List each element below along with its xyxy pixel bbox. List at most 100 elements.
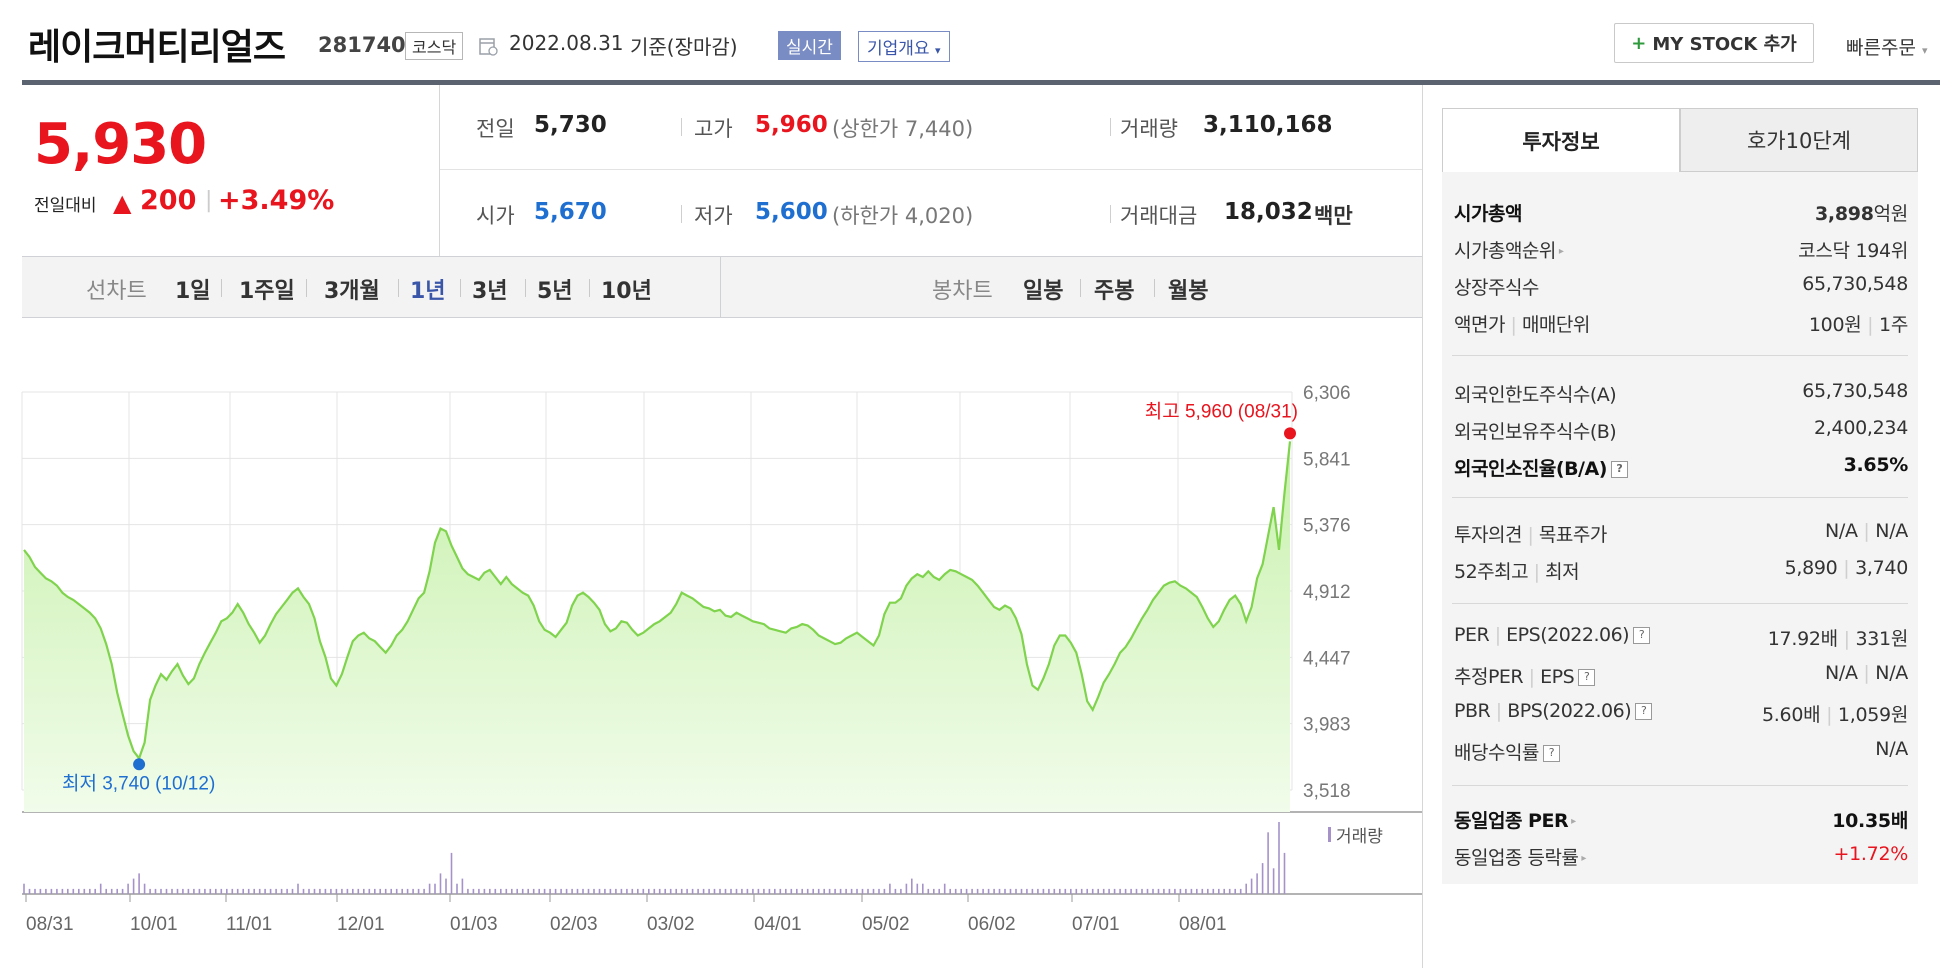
volume-bar — [817, 888, 820, 894]
x-tick-label: 01/03 — [450, 914, 498, 935]
volume-bar — [987, 888, 990, 894]
volume-bar — [269, 888, 272, 894]
company-overview-dropdown[interactable]: 기업개요 ▾ — [858, 31, 950, 62]
volume-bar — [165, 888, 168, 894]
tab-5y[interactable]: 5년 — [537, 279, 573, 304]
volume-bar — [204, 888, 206, 894]
chevron-right-icon: ▸ — [1581, 853, 1586, 864]
industry-per-value: 10.35배 — [1832, 810, 1908, 832]
volume-bar — [954, 888, 957, 894]
volume-bar — [494, 888, 497, 894]
opinion-target-value: N/A | N/A — [1824, 520, 1908, 542]
volume-bar — [752, 888, 754, 894]
volume-bar — [565, 888, 568, 894]
price-date: 2022.08.31 — [509, 31, 624, 55]
per-eps-label: PER | EPS(2022.06)? — [1454, 624, 1651, 646]
tab-10y[interactable]: 10년 — [601, 279, 652, 304]
volume-bar — [335, 888, 338, 894]
y-tick-label: 4,912 — [1303, 582, 1351, 603]
week52-value: 5,890 | 3,740 — [1784, 557, 1909, 579]
up-arrow-icon: ▲ — [113, 189, 132, 217]
week52-low-label: 최저 — [1545, 561, 1580, 583]
tab-1y[interactable]: 1년 — [410, 279, 446, 304]
volume-bar — [56, 888, 58, 894]
chevron-right-icon: ▸ — [1558, 246, 1564, 257]
volume-bar — [872, 888, 875, 894]
foreign-rate-label-row: 외국인소진율(B/A)? — [1454, 454, 1628, 481]
volume-bar — [67, 888, 69, 894]
tab-investment-info[interactable]: 투자정보 — [1442, 108, 1680, 172]
volume-bar — [576, 888, 579, 894]
volume-bar — [1223, 888, 1225, 894]
divider — [398, 279, 399, 297]
volume-bar — [521, 888, 524, 894]
market-cap-rank-link[interactable]: 시가총액순위 ▸ — [1454, 236, 1564, 263]
volume-bar — [110, 888, 113, 894]
prev-close-label: 전일 — [476, 117, 515, 141]
volume-bar — [330, 888, 332, 894]
change-amount: 200 — [140, 185, 197, 216]
par-trade-unit-value: 100원 | 1주 — [1808, 314, 1908, 336]
header-divider — [22, 80, 1940, 85]
volume-bar — [1070, 888, 1072, 894]
industry-change-link[interactable]: 동일업종 등락률 ▸ — [1454, 843, 1586, 870]
volume-bar — [209, 888, 212, 894]
volume-bar — [483, 888, 486, 894]
volume-bar — [1157, 888, 1160, 894]
volume-bar — [1278, 822, 1280, 894]
company-overview-label: 기업개요 — [867, 39, 930, 59]
volume-bar — [78, 888, 80, 894]
volume-bar — [845, 888, 847, 894]
volume-bar — [1037, 888, 1039, 894]
target-value: N/A — [1875, 520, 1908, 542]
industry-per-link[interactable]: 동일업종 PER ▸ — [1454, 806, 1576, 833]
volume-bar — [675, 888, 677, 894]
volume-bar — [423, 888, 425, 894]
volume-bar — [998, 888, 1001, 894]
volume-bar — [275, 888, 277, 894]
help-icon[interactable]: ? — [1633, 627, 1651, 644]
tab-daily-candle[interactable]: 일봉 — [1023, 279, 1064, 304]
tab-3y[interactable]: 3년 — [472, 279, 508, 304]
investment-info-panel — [1442, 172, 1918, 884]
per-value: 17.92배 — [1767, 628, 1838, 650]
tab-monthly-candle[interactable]: 월봉 — [1168, 279, 1209, 304]
dividend-label-row: 배당수익률? — [1454, 738, 1560, 765]
volume-bar — [878, 888, 880, 894]
volume-bar — [516, 888, 518, 894]
shares-value: 65,730,548 — [1802, 273, 1908, 295]
foreign-limit-label: 외국인한도주식수(A) — [1454, 384, 1617, 406]
volume-bar — [713, 888, 716, 894]
volume-bar — [598, 888, 601, 894]
volume-bar — [467, 888, 469, 894]
est-per-label: 추정PER — [1454, 666, 1524, 688]
help-icon[interactable]: ? — [1635, 703, 1653, 720]
tab-1w[interactable]: 1주일 — [239, 279, 295, 304]
tab-1d[interactable]: 1일 — [175, 279, 211, 304]
upper-limit: (상한가 7,440) — [832, 117, 974, 141]
x-tick-label: 05/02 — [862, 914, 910, 935]
tab-order-book-10[interactable]: 호가10단계 — [1680, 108, 1918, 172]
volume-bar — [1119, 888, 1121, 894]
volume-bar — [1130, 888, 1132, 894]
calendar-icon — [479, 38, 498, 56]
dividend-value: N/A — [1875, 738, 1908, 760]
price-block — [22, 85, 439, 256]
volume-bar — [982, 888, 984, 894]
realtime-button[interactable]: 실시간 — [778, 31, 841, 60]
volume-bar — [828, 888, 831, 894]
low-value: 5,600 — [755, 199, 828, 225]
add-my-stock-button[interactable]: + MY STOCK 추가 — [1614, 23, 1814, 63]
help-icon[interactable]: ? — [1578, 669, 1596, 686]
volume-bar — [1042, 888, 1045, 894]
help-icon[interactable]: ? — [1610, 461, 1628, 478]
volume-bar — [905, 883, 908, 894]
help-icon[interactable]: ? — [1542, 745, 1560, 762]
tab-weekly-candle[interactable]: 주봉 — [1094, 279, 1135, 304]
quick-order-dropdown[interactable]: 빠른주문 ▾ — [1846, 33, 1928, 60]
volume-bar — [861, 888, 864, 894]
volume-bar — [341, 888, 343, 894]
volume-bar — [669, 888, 672, 894]
divider — [525, 279, 526, 297]
tab-3m[interactable]: 3개월 — [324, 279, 380, 304]
